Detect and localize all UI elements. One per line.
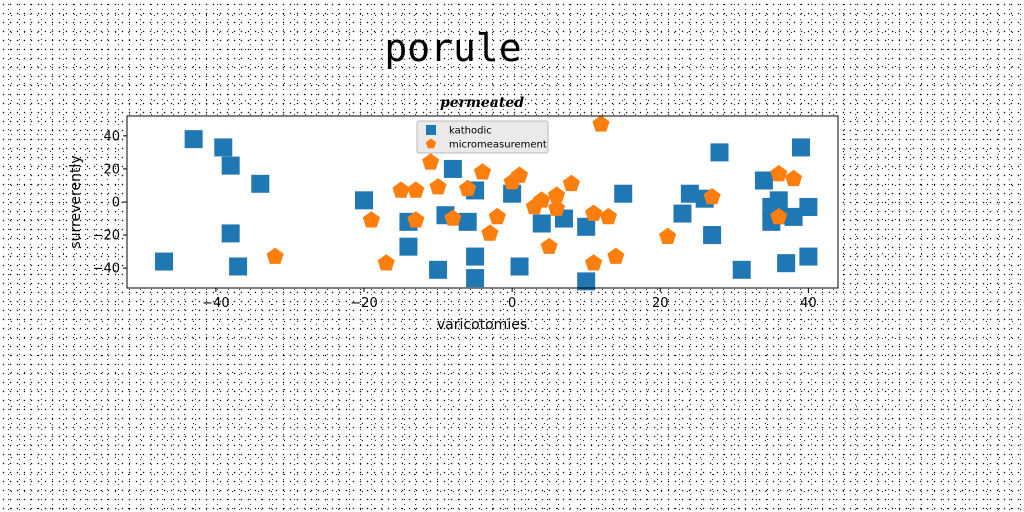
kathodic-point — [221, 156, 240, 175]
kathodic-point — [184, 130, 203, 149]
micromeasurement-point — [770, 207, 788, 225]
micromeasurement-point — [540, 237, 558, 254]
micromeasurement-point — [481, 224, 499, 241]
kathodic-point — [458, 212, 477, 231]
micromeasurement-point — [459, 179, 477, 197]
micromeasurement-point — [770, 164, 788, 182]
micromeasurement-point — [429, 178, 447, 195]
micromeasurement-point — [392, 181, 410, 198]
x-tick-label: 40 — [800, 296, 817, 311]
micromeasurement-point — [407, 181, 425, 198]
kathodic-point — [214, 138, 233, 157]
micromeasurement-point — [562, 174, 580, 192]
kathodic-point — [769, 191, 788, 210]
kathodic-point — [532, 214, 551, 233]
kathodic-point — [251, 174, 270, 193]
kathodic-point — [429, 260, 448, 279]
kathodic-point — [577, 272, 596, 291]
figure-title: porule — [384, 26, 522, 70]
data-marks — [155, 115, 818, 291]
y-axis-label: surreverently — [68, 155, 84, 248]
micromeasurement-point — [585, 254, 603, 271]
micromeasurement-point — [511, 166, 529, 183]
x-tick-label: −40 — [202, 296, 229, 311]
micromeasurement-point — [473, 163, 492, 180]
kathodic-point — [443, 159, 462, 178]
micromeasurement-point — [785, 169, 803, 187]
chart-title: permeated — [440, 95, 524, 111]
y-axis: −40 −20 0 20 40 — [93, 129, 127, 277]
kathodic-point — [355, 191, 373, 210]
kathodic-point — [221, 224, 240, 243]
micromeasurement-point — [599, 207, 617, 225]
kathodic-point — [229, 257, 248, 276]
y-tick-label: −40 — [93, 262, 120, 277]
y-tick-label: −20 — [93, 229, 120, 244]
micromeasurement-point — [488, 207, 506, 225]
kathodic-point — [784, 207, 803, 226]
kathodic-point — [703, 226, 722, 245]
kathodic-point — [710, 143, 729, 162]
micromeasurement-point — [607, 247, 625, 264]
micromeasurement-point — [377, 254, 395, 271]
y-tick-label: 20 — [103, 162, 120, 177]
y-tick-label: 0 — [112, 196, 120, 211]
kathodic-point — [466, 247, 485, 266]
kathodic-point — [399, 237, 418, 256]
legend-marker-kathodic — [426, 125, 436, 135]
kathodic-point — [577, 217, 596, 236]
micromeasurement-point — [266, 247, 284, 264]
legend-label: kathodic — [449, 126, 492, 137]
kathodic-point — [466, 269, 485, 288]
micromeasurement-point — [592, 115, 610, 132]
kathodic-point — [777, 254, 796, 273]
x-axis: −40 −20 0 20 40 — [202, 288, 817, 311]
kathodic-point — [673, 204, 692, 223]
micromeasurement-point — [548, 186, 566, 203]
y-tick-label: 40 — [103, 129, 120, 144]
x-tick-label: 20 — [652, 296, 669, 311]
x-tick-label: 0 — [508, 296, 516, 311]
micromeasurement-point — [444, 209, 462, 226]
kathodic-point — [155, 252, 174, 271]
legend-label: micromeasurement — [449, 140, 547, 151]
micromeasurement-point — [548, 199, 566, 216]
kathodic-point — [510, 257, 529, 276]
kathodic-point — [614, 184, 633, 203]
kathodic-point — [680, 184, 699, 203]
legend: kathodic micromeasurement — [416, 120, 549, 154]
micromeasurement-point — [422, 153, 440, 170]
kathodic-point — [799, 197, 818, 216]
micromeasurement-point — [407, 211, 425, 228]
kathodic-point — [754, 171, 773, 190]
micromeasurement-point — [585, 204, 603, 221]
legend-marker-micromeasurement — [425, 138, 437, 149]
kathodic-point — [791, 138, 810, 157]
micromeasurement-point — [703, 188, 721, 205]
kathodic-point — [799, 247, 818, 266]
kathodic-point — [732, 260, 751, 279]
micromeasurement-point — [659, 227, 677, 244]
x-axis-label: varicotomies — [437, 317, 527, 333]
micromeasurement-point — [362, 211, 380, 228]
x-tick-label: −20 — [350, 296, 377, 311]
micromeasurement-point — [533, 191, 551, 208]
legend-box — [416, 120, 549, 154]
